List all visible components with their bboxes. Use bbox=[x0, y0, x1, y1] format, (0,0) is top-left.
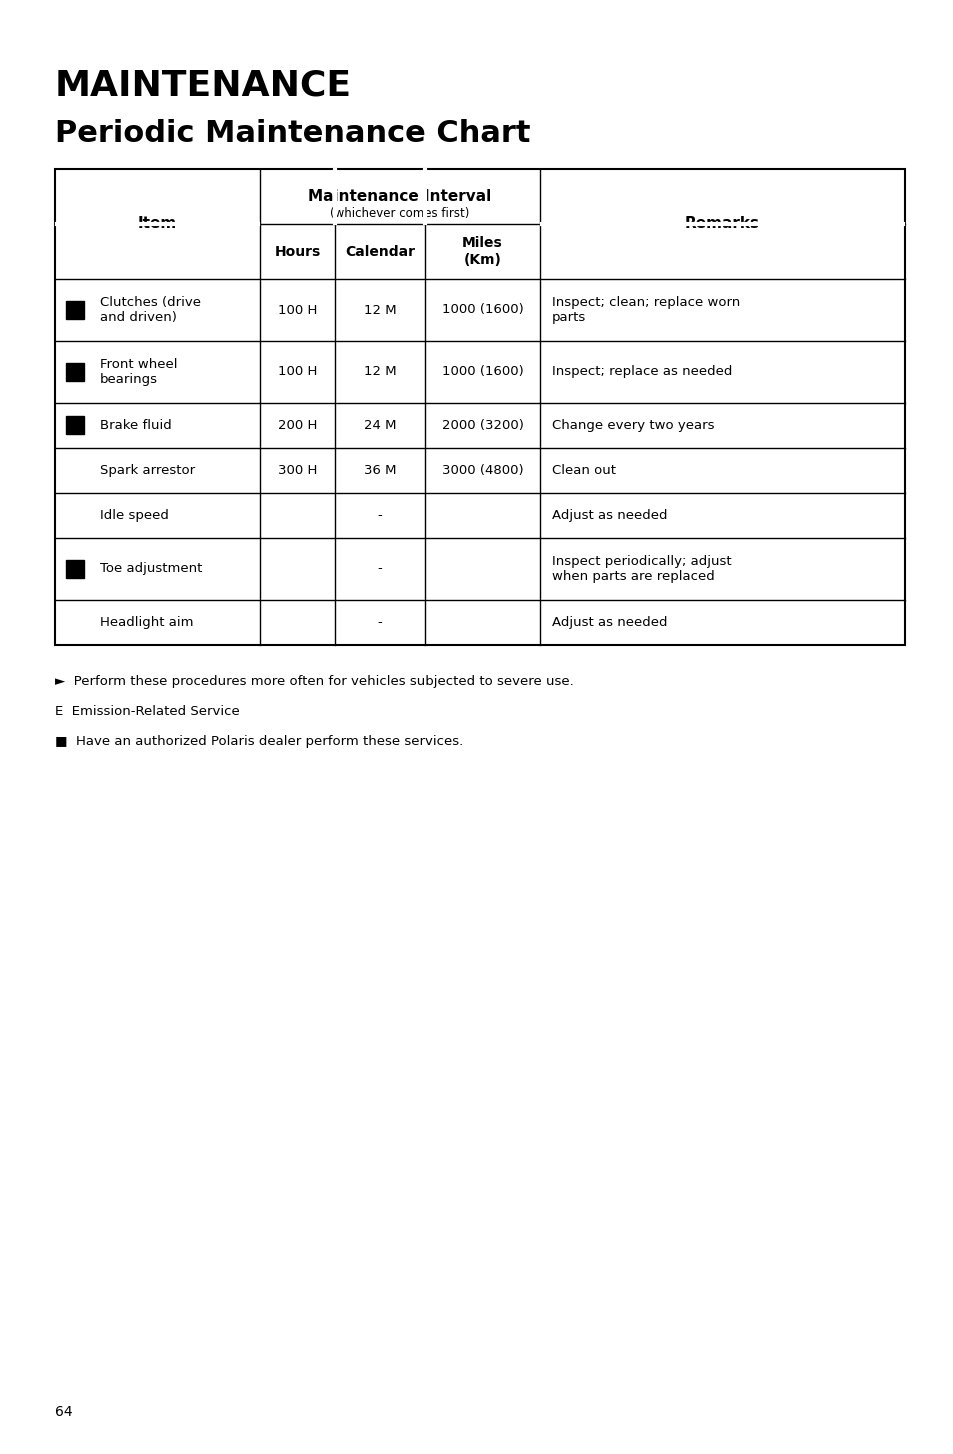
Bar bbox=[66, 364, 84, 381]
Text: Hours: Hours bbox=[274, 244, 320, 259]
Text: Item: Item bbox=[138, 217, 177, 231]
Text: 12 M: 12 M bbox=[363, 365, 395, 378]
Text: Periodic Maintenance Chart: Periodic Maintenance Chart bbox=[55, 119, 530, 148]
Text: Inspect; clean; replace worn
parts: Inspect; clean; replace worn parts bbox=[552, 297, 740, 324]
Text: Toe adjustment: Toe adjustment bbox=[100, 563, 202, 576]
Text: Clean out: Clean out bbox=[552, 464, 616, 477]
Text: Front wheel
bearings: Front wheel bearings bbox=[100, 358, 177, 385]
Text: 300 H: 300 H bbox=[277, 464, 316, 477]
Text: 24 M: 24 M bbox=[363, 419, 395, 432]
Text: 12 M: 12 M bbox=[363, 304, 395, 317]
Bar bbox=[55, 169, 904, 646]
Text: Miles
(Km): Miles (Km) bbox=[461, 237, 502, 266]
Text: 64: 64 bbox=[55, 1405, 72, 1419]
Text: 2000 (3200): 2000 (3200) bbox=[441, 419, 523, 432]
Text: Maintenance Interval: Maintenance Interval bbox=[308, 189, 491, 204]
Text: Remarks: Remarks bbox=[684, 217, 760, 231]
Text: 200 H: 200 H bbox=[277, 419, 316, 432]
Text: 1000 (1600): 1000 (1600) bbox=[441, 304, 523, 317]
Text: (whichever comes first): (whichever comes first) bbox=[330, 208, 469, 221]
Text: Spark arrestor: Spark arrestor bbox=[100, 464, 195, 477]
Text: Headlight aim: Headlight aim bbox=[100, 616, 193, 630]
Text: ►  Perform these procedures more often for vehicles subjected to severe use.: ► Perform these procedures more often fo… bbox=[55, 675, 573, 688]
Text: 3000 (4800): 3000 (4800) bbox=[441, 464, 523, 477]
Text: Change every two years: Change every two years bbox=[552, 419, 714, 432]
Text: -: - bbox=[377, 616, 382, 630]
Text: Adjust as needed: Adjust as needed bbox=[552, 509, 667, 522]
Text: Clutches (drive
and driven): Clutches (drive and driven) bbox=[100, 297, 201, 324]
Text: 100 H: 100 H bbox=[277, 304, 316, 317]
Text: ■  Have an authorized Polaris dealer perform these services.: ■ Have an authorized Polaris dealer perf… bbox=[55, 736, 463, 747]
Text: -: - bbox=[377, 563, 382, 576]
Text: Brake fluid: Brake fluid bbox=[100, 419, 172, 432]
Text: Inspect; replace as needed: Inspect; replace as needed bbox=[552, 365, 732, 378]
Text: 100 H: 100 H bbox=[277, 365, 316, 378]
Text: Idle speed: Idle speed bbox=[100, 509, 169, 522]
Text: E  Emission-Related Service: E Emission-Related Service bbox=[55, 705, 239, 718]
Text: Inspect periodically; adjust
when parts are replaced: Inspect periodically; adjust when parts … bbox=[552, 555, 731, 583]
Bar bbox=[66, 560, 84, 579]
Text: Adjust as needed: Adjust as needed bbox=[552, 616, 667, 630]
Text: MAINTENANCE: MAINTENANCE bbox=[55, 68, 352, 103]
Text: 1000 (1600): 1000 (1600) bbox=[441, 365, 523, 378]
Text: 36 M: 36 M bbox=[363, 464, 395, 477]
Text: Calendar: Calendar bbox=[345, 244, 415, 259]
Bar bbox=[66, 301, 84, 318]
Bar bbox=[66, 416, 84, 435]
Text: -: - bbox=[377, 509, 382, 522]
